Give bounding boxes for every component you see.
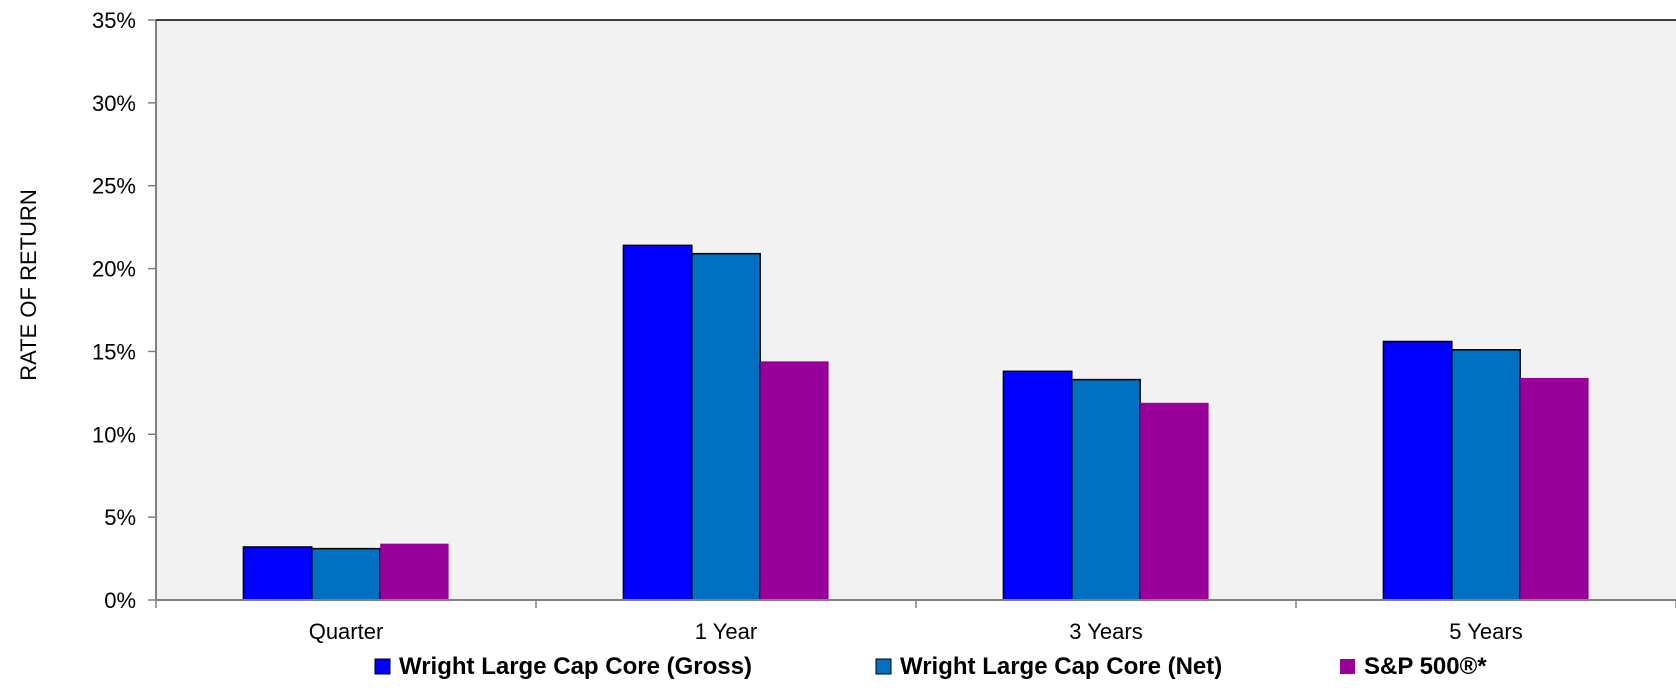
bar [242, 546, 313, 601]
legend-label: S&P 500®* [1364, 653, 1487, 680]
bar [1520, 377, 1589, 600]
bar [311, 547, 381, 601]
x-tick-label: Quarter [309, 619, 384, 644]
y-tick-label: 20% [92, 257, 136, 282]
x-tick-label: 3 Years [1069, 619, 1142, 644]
bars-group [242, 244, 1589, 601]
y-tick-label: 5% [104, 505, 136, 530]
legend: Wright Large Cap Core (Gross) Wright Larg… [374, 653, 1487, 680]
legend-label: Wright Large Cap Core (Net) [900, 653, 1222, 680]
y-tick-label: 10% [92, 422, 136, 447]
y-tick-label: 0% [104, 588, 136, 613]
y-tick-label: 30% [92, 91, 136, 116]
bar [1451, 349, 1521, 601]
bar [691, 252, 761, 601]
bar [1071, 378, 1141, 601]
legend-swatch [875, 658, 892, 675]
legend-swatch [1340, 659, 1355, 674]
bar [1002, 370, 1073, 601]
y-tick-label: 35% [92, 8, 136, 33]
bar [1382, 340, 1453, 601]
bar [1140, 402, 1209, 600]
x-tick-label: 5 Years [1449, 619, 1522, 644]
y-tick-label: 25% [92, 174, 136, 199]
legend-label: Wright Large Cap Core (Gross) [399, 653, 752, 680]
legend-swatch [374, 658, 391, 675]
y-axis-title: RATE OF RETURN [16, 189, 41, 380]
bar [622, 244, 693, 601]
bar [380, 543, 449, 600]
x-axis-ticks: Quarter 1 Year 3 Years 5 Years [155, 600, 1676, 644]
y-tick-label: 15% [92, 339, 136, 364]
y-axis-ticks: 0% 5% 10% 15% 20% 25% 30% 35% [92, 8, 156, 613]
bar [760, 361, 829, 600]
x-tick-label: 1 Year [695, 619, 757, 644]
